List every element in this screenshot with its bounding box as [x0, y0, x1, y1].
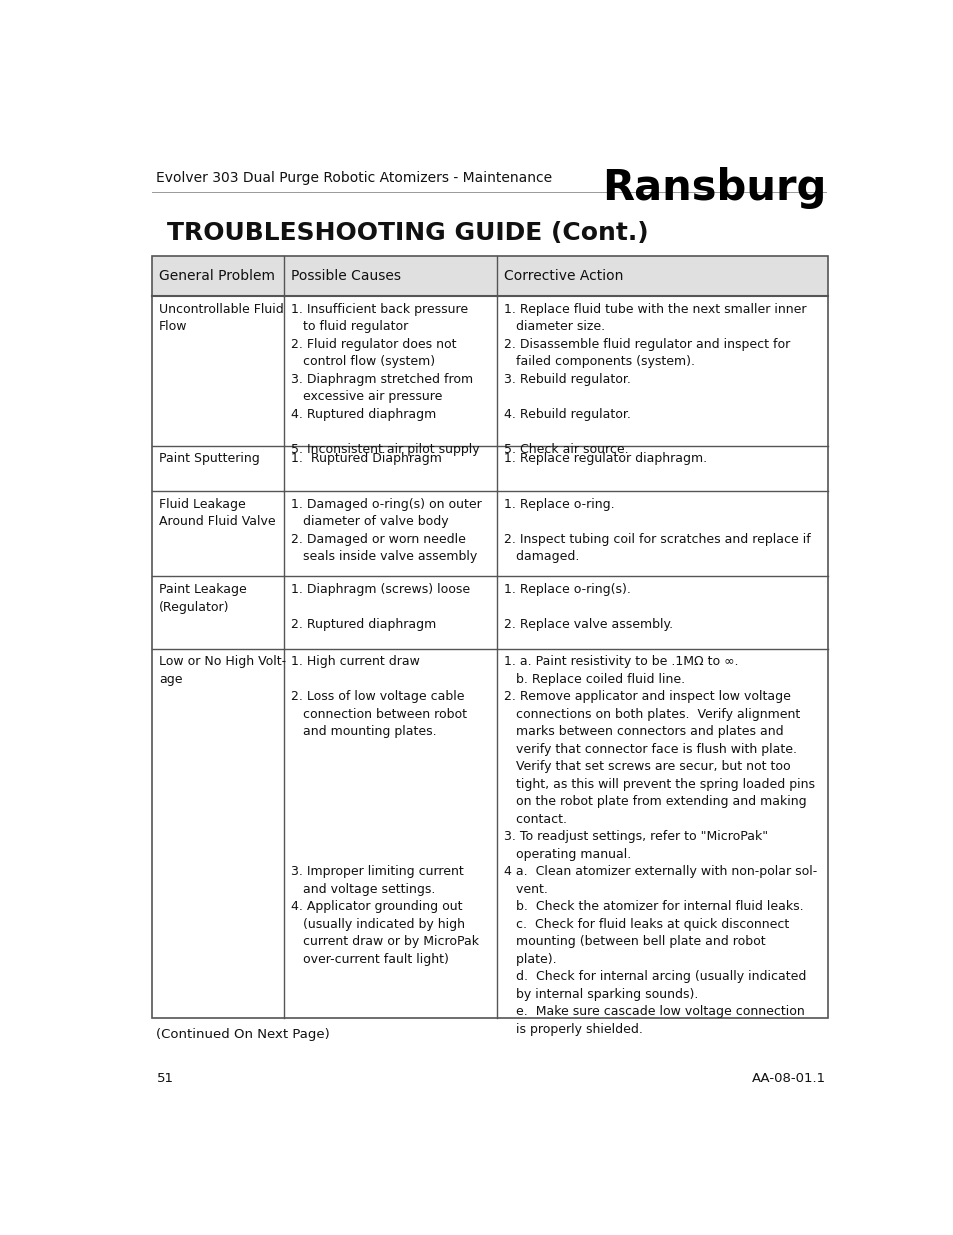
Bar: [152, 256, 827, 296]
Text: General Problem: General Problem: [158, 269, 274, 283]
Text: Fluid Leakage
Around Fluid Valve: Fluid Leakage Around Fluid Valve: [158, 498, 275, 529]
Text: Paint Sputtering: Paint Sputtering: [158, 452, 259, 466]
Text: 1. Replace o-ring.

2. Inspect tubing coil for scratches and replace if
   damag: 1. Replace o-ring. 2. Inspect tubing coi…: [503, 498, 810, 563]
Text: 1. Replace fluid tube with the next smaller inner
   diameter size.
2. Disassemb: 1. Replace fluid tube with the next smal…: [503, 303, 805, 456]
Text: 1. Replace o-ring(s).

2. Replace valve assembly.: 1. Replace o-ring(s). 2. Replace valve a…: [503, 583, 672, 631]
Text: Uncontrollable Fluid
Flow: Uncontrollable Fluid Flow: [158, 303, 283, 333]
Text: 51: 51: [156, 1072, 173, 1086]
Text: Paint Leakage
(Regulator): Paint Leakage (Regulator): [158, 583, 246, 614]
Text: Possible Causes: Possible Causes: [291, 269, 400, 283]
Text: 1. a. Paint resistivity to be .1MΩ to ∞.
   b. Replace coiled fluid line.
2. Rem: 1. a. Paint resistivity to be .1MΩ to ∞.…: [503, 656, 816, 1036]
Text: TROUBLESHOOTING GUIDE (Cont.): TROUBLESHOOTING GUIDE (Cont.): [167, 221, 648, 246]
Text: Corrective Action: Corrective Action: [503, 269, 622, 283]
Bar: [152, 256, 827, 1019]
Text: 1. Damaged o-ring(s) on outer
   diameter of valve body
2. Damaged or worn needl: 1. Damaged o-ring(s) on outer diameter o…: [291, 498, 481, 563]
Text: Ransburg: Ransburg: [601, 168, 825, 210]
Text: Evolver 303 Dual Purge Robotic Atomizers - Maintenance: Evolver 303 Dual Purge Robotic Atomizers…: [156, 172, 552, 185]
Text: 1.  Ruptured Diaphragm: 1. Ruptured Diaphragm: [291, 452, 441, 466]
Text: 1. Insufficient back pressure
   to fluid regulator
2. Fluid regulator does not
: 1. Insufficient back pressure to fluid r…: [291, 303, 478, 456]
Text: 1. Replace regulator diaphragm.: 1. Replace regulator diaphragm.: [503, 452, 706, 466]
Text: (Continued On Next Page): (Continued On Next Page): [156, 1028, 330, 1041]
Text: 1. High current draw

2. Loss of low voltage cable
   connection between robot
 : 1. High current draw 2. Loss of low volt…: [291, 656, 478, 966]
Text: 1. Diaphragm (screws) loose

2. Ruptured diaphragm: 1. Diaphragm (screws) loose 2. Ruptured …: [291, 583, 469, 631]
Text: Low or No High Volt-
age: Low or No High Volt- age: [158, 656, 286, 685]
Text: AA-08-01.1: AA-08-01.1: [751, 1072, 825, 1086]
